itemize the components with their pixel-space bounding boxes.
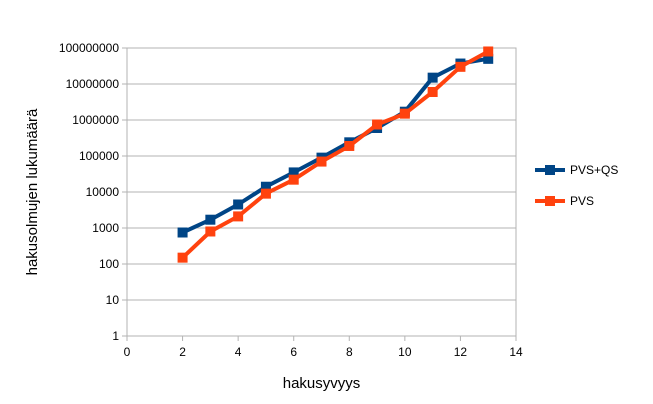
x-tick-label: 10: [398, 345, 412, 359]
y-tick-label: 1000000: [72, 113, 119, 127]
data-point: [344, 140, 355, 151]
data-point: [399, 108, 410, 119]
data-point: [205, 226, 216, 237]
data-point: [455, 61, 466, 72]
legend: PVS+QS PVS: [535, 163, 618, 208]
x-tick-label: 2: [179, 345, 186, 359]
x-axis-title: hakusyvyys: [283, 375, 361, 392]
data-point: [177, 227, 188, 238]
grid-lines: [127, 47, 516, 337]
plot-frame: [126, 47, 517, 337]
data-point: [177, 252, 188, 263]
data-point: [372, 119, 383, 130]
x-tick-label: 0: [124, 345, 131, 359]
y-tick-label: 100: [99, 257, 119, 271]
legend-marker: [545, 165, 555, 175]
legend-entry: PVS+QS: [535, 163, 618, 177]
y-tick-label: 1000: [92, 221, 119, 235]
data-point: [260, 181, 271, 192]
y-tick-label: 10: [106, 293, 120, 307]
data-point: [427, 72, 438, 83]
y-tick-label: 10000: [86, 185, 120, 199]
series-line: [181, 49, 490, 260]
data-point: [205, 214, 216, 225]
data-point: [483, 46, 494, 57]
y-axis-title: hakusolmujen lukumäärä: [24, 108, 41, 275]
x-tick-label: 6: [290, 345, 297, 359]
data-point: [233, 199, 244, 210]
data-point: [288, 174, 299, 185]
legend-entry: PVS: [535, 194, 594, 208]
legend-marker: [545, 196, 555, 206]
series: [177, 46, 494, 263]
x-tick-label: 4: [235, 345, 242, 359]
data-point: [233, 211, 244, 222]
data-point: [288, 167, 299, 178]
legend-label: PVS: [570, 194, 594, 208]
y-tick-label: 1: [112, 329, 119, 343]
data-point: [427, 86, 438, 97]
legend-label: PVS+QS: [570, 163, 618, 177]
data-point: [483, 53, 494, 64]
y-tick-label: 10000000: [66, 77, 120, 91]
data-point: [316, 156, 327, 167]
axes: 1101001000100001000001000000100000001000…: [59, 41, 523, 359]
x-tick-label: 8: [346, 345, 353, 359]
y-tick-label: 100000000: [59, 41, 119, 55]
x-tick-label: 12: [454, 345, 468, 359]
y-tick-label: 100000: [79, 149, 119, 163]
series-1: [177, 46, 494, 263]
x-tick-label: 14: [509, 345, 523, 359]
data-point: [260, 188, 271, 199]
